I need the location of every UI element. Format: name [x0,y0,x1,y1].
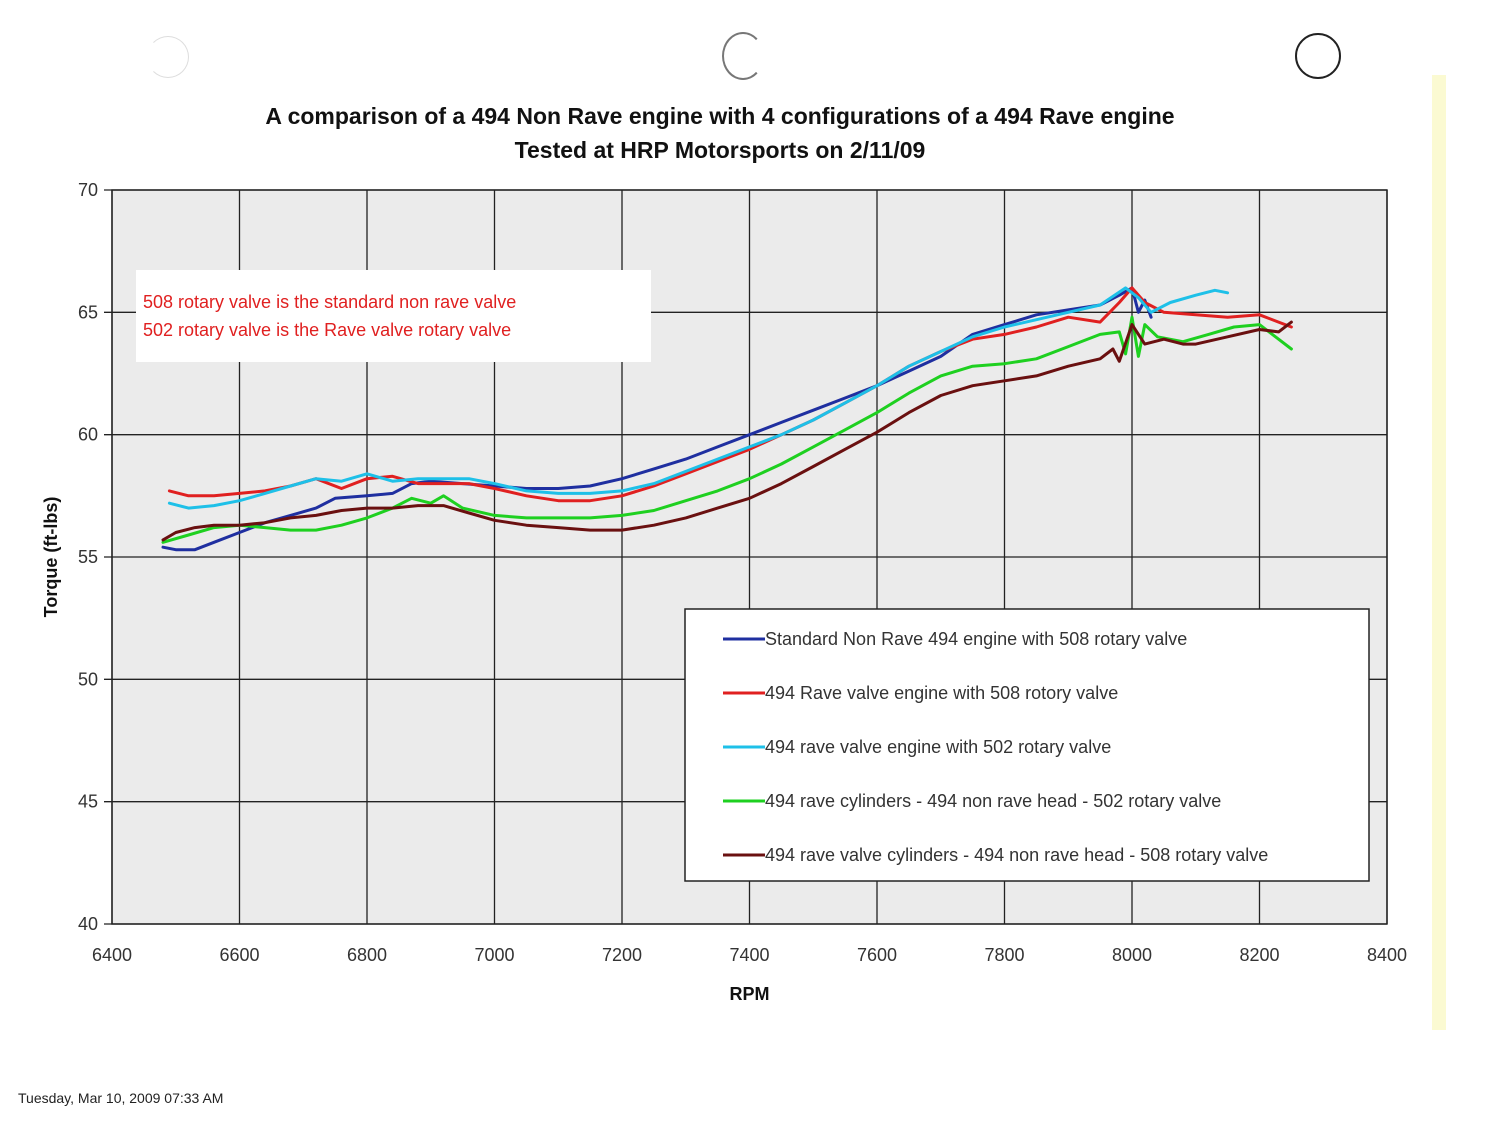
y-tick-label: 45 [78,792,98,812]
series-line [161,320,1293,542]
legend-box [684,608,1370,882]
punch-hole-right [1295,33,1341,79]
chart-subtitle: Tested at HRP Motorsports on 2/11/09 [514,137,926,163]
x-tick-label: 8200 [1239,945,1279,965]
series-line [167,286,1293,503]
annotation-text: 508 rotary valve is the standard non rav… [143,292,516,312]
punch-hole-left [147,36,189,78]
x-tick-label: 7000 [474,945,514,965]
legend-entry: Standard Non Rave 494 engine with 508 ro… [765,629,1187,649]
x-tick-label: 6400 [92,945,132,965]
annotation-box [136,270,651,362]
x-tick-label: 6800 [347,945,387,965]
y-tick-label: 50 [78,669,98,689]
y-tick-label: 60 [78,425,98,445]
x-tick-label: 8000 [1112,945,1152,965]
series-line [161,286,1153,552]
legend-entry: 494 rave valve engine with 502 rotary va… [765,737,1111,757]
chart-title: A comparison of a 494 Non Rave engine wi… [265,103,1175,129]
x-tick-label: 6600 [219,945,259,965]
y-tick-label: 40 [78,914,98,934]
y-tick-label: 70 [78,180,98,200]
x-tick-label: 8400 [1367,945,1407,965]
y-tick-label: 65 [78,302,98,322]
annotation-text: 502 rotary valve is the Rave valve rotar… [143,320,511,340]
footer-timestamp: Tuesday, Mar 10, 2009 07:33 AM [18,1090,224,1106]
x-tick-label: 7200 [602,945,642,965]
x-tick-label: 7800 [984,945,1024,965]
y-axis-title: Torque (ft-lbs) [41,497,61,618]
x-tick-label: 7400 [729,945,769,965]
series-line [167,286,1230,510]
y-tick-label: 55 [78,547,98,567]
legend-entry: 494 Rave valve engine with 508 rotory va… [765,683,1118,703]
legend-entry: 494 rave valve cylinders - 494 non rave … [765,845,1268,865]
legend-entry: 494 rave cylinders - 494 non rave head -… [765,791,1221,811]
x-axis-title: RPM [730,984,770,1004]
margin-strip [1432,75,1446,1030]
x-tick-label: 7600 [857,945,897,965]
punch-hole-middle [722,32,764,80]
